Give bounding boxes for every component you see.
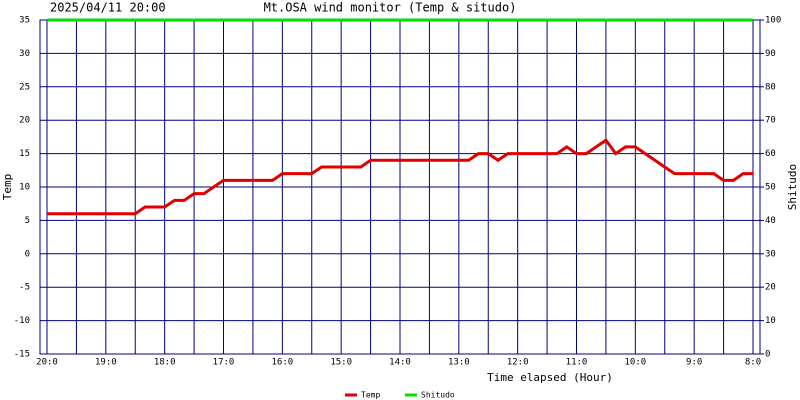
y-tick-label: 5: [25, 216, 30, 226]
x-tick-label: 16:0: [271, 358, 293, 368]
legend-label: Temp: [361, 391, 380, 400]
y2-tick-label: 70: [765, 116, 776, 126]
y2-tick-label: 60: [765, 149, 776, 159]
x-tick-label: 18:0: [154, 358, 176, 368]
x-tick-label: 8:0: [745, 358, 761, 368]
x-tick-label: 20:0: [36, 358, 58, 368]
x-tick-label: 12:0: [507, 358, 529, 368]
y-axis-label: Temp: [1, 174, 14, 201]
y-tick-label: 20: [19, 116, 30, 126]
y-tick-label: 15: [19, 149, 30, 159]
x-tick-label: 19:0: [95, 358, 117, 368]
y2-tick-label: 10: [765, 316, 776, 326]
y-tick-label: 35: [19, 16, 30, 26]
x-tick-label: 13:0: [448, 358, 470, 368]
x-tick-label: 17:0: [213, 358, 235, 368]
x-tick-label: 11:0: [566, 358, 588, 368]
y-tick-label: -10: [14, 316, 30, 326]
x-tick-label: 10:0: [624, 358, 646, 368]
y2-tick-label: 40: [765, 216, 776, 226]
y2-tick-label: 30: [765, 249, 776, 259]
x-tick-label: 15:0: [330, 358, 352, 368]
y2-tick-label: 90: [765, 49, 776, 59]
y2-axis-label: Shitudo: [786, 164, 799, 210]
chart-title: 2025/04/11 20:00: [50, 1, 166, 15]
y-tick-label: 30: [19, 49, 30, 59]
y-tick-label: -15: [14, 350, 30, 360]
x-tick-label: 9:0: [686, 358, 702, 368]
y-tick-label: 25: [19, 82, 30, 92]
y-tick-label: 0: [25, 249, 30, 259]
y-tick-label: 10: [19, 183, 30, 193]
y2-tick-label: 20: [765, 283, 776, 293]
series-line: [47, 138, 753, 216]
y2-tick-label: 50: [765, 183, 776, 193]
legend-label: Shitudo: [421, 391, 455, 400]
x-tick-label: 14:0: [389, 358, 411, 368]
y2-tick-label: 80: [765, 82, 776, 92]
y-tick-label: -5: [19, 283, 30, 293]
chart-subtitle: Mt.OSA wind monitor (Temp & situdo): [264, 1, 517, 15]
x-axis-label: Time elapsed (Hour): [487, 371, 613, 384]
y2-tick-label: 0: [765, 350, 770, 360]
y2-tick-label: 100: [765, 16, 781, 26]
